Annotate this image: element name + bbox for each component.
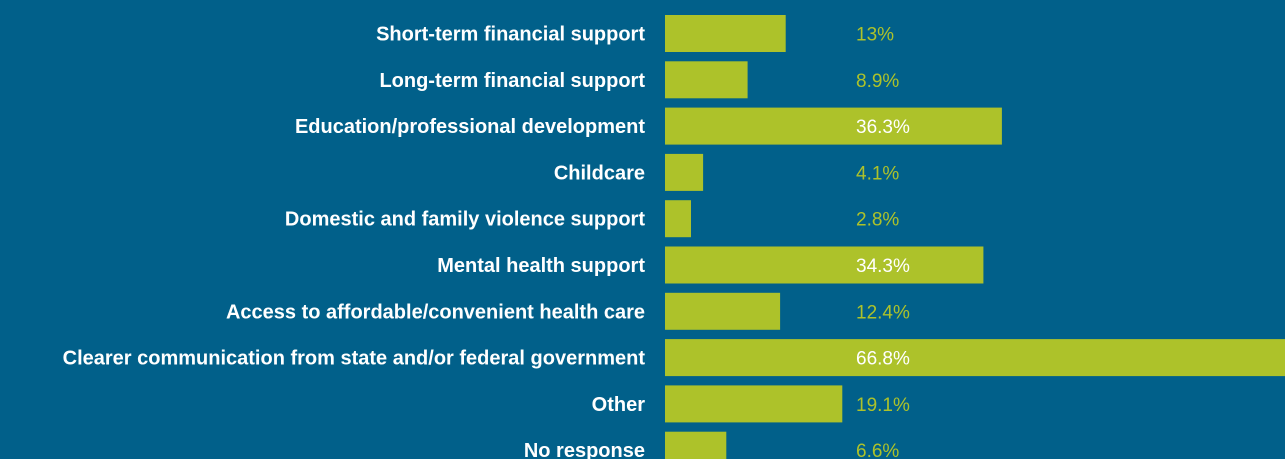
bar — [665, 107, 1002, 145]
category-label: Other — [592, 394, 646, 416]
value-label: 36.3% — [856, 117, 910, 138]
bar — [665, 200, 691, 238]
value-label: 34.3% — [856, 256, 910, 277]
category-labels: Short-term financial support Long-term fi… — [63, 24, 646, 459]
category-label: No response — [524, 440, 645, 459]
category-label: Domestic and family violence support — [285, 209, 645, 231]
category-label: Long-term financial support — [379, 70, 645, 92]
bar — [665, 15, 786, 52]
bar — [665, 385, 843, 423]
category-label: Clearer communication from state and/or … — [63, 348, 646, 370]
bars — [665, 15, 1285, 459]
category-label: Mental health support — [437, 255, 645, 277]
bar — [665, 61, 748, 99]
value-label: 66.8% — [856, 349, 910, 370]
category-label: Education/professional development — [295, 116, 645, 138]
value-label: 8.9% — [856, 71, 899, 92]
bar — [665, 292, 781, 330]
value-label: 4.1% — [856, 163, 899, 184]
value-label: 19.1% — [856, 395, 910, 416]
value-label: 13% — [856, 25, 894, 46]
value-label: 12.4% — [856, 302, 910, 323]
category-label: Access to affordable/convenient health c… — [226, 301, 645, 323]
value-label: 6.6% — [856, 441, 899, 459]
bar — [665, 431, 727, 459]
value-labels: 13% 8.9% 36.3% 4.1% 2.8% 34.3% 12.4% 66.8% 19.1%… — [856, 25, 910, 459]
bar — [665, 153, 704, 191]
category-label: Childcare — [554, 162, 645, 184]
bar — [665, 246, 984, 284]
category-label: Short-term financial support — [376, 24, 645, 46]
bar — [665, 339, 1285, 377]
value-label: 2.8% — [856, 210, 899, 231]
